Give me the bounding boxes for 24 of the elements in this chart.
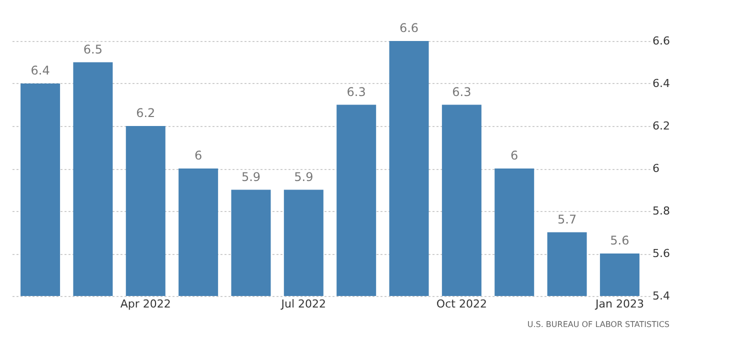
data-label: 6.6 bbox=[399, 21, 419, 35]
data-label: 6.3 bbox=[452, 84, 472, 99]
y-tick-label: 6.2 bbox=[652, 120, 670, 132]
x-tick-label: Jan 2023 bbox=[594, 298, 644, 310]
data-label: 5.7 bbox=[557, 212, 577, 226]
data-label: 5.9 bbox=[294, 170, 314, 184]
y-tick-label: 5.4 bbox=[652, 290, 670, 302]
text: U.S. BUREAU OF LABOR STATISTICS bbox=[527, 320, 670, 329]
data-label: 6.3 bbox=[346, 84, 366, 99]
y-tick-label: 6.6 bbox=[652, 34, 670, 48]
data-label: 6.2 bbox=[136, 106, 156, 120]
y-tick-label: 6 bbox=[652, 162, 660, 175]
data-label: 6.4 bbox=[30, 64, 50, 78]
y-tick-label: 6.4 bbox=[652, 77, 670, 90]
x-tick-label: Apr 2022 bbox=[120, 298, 171, 310]
data-label: 6.5 bbox=[83, 42, 103, 56]
data-label: 5.9 bbox=[241, 170, 261, 184]
y-tick-label: 5.8 bbox=[652, 204, 670, 218]
x-tick-label: Oct 2022 bbox=[436, 298, 487, 310]
data-label: 6 bbox=[510, 148, 518, 162]
y-tick-label: 5.6 bbox=[652, 247, 670, 260]
data-label: 6 bbox=[194, 148, 202, 162]
data-label: 5.6 bbox=[610, 234, 630, 248]
x-tick-label: Jul 2022 bbox=[280, 298, 326, 310]
